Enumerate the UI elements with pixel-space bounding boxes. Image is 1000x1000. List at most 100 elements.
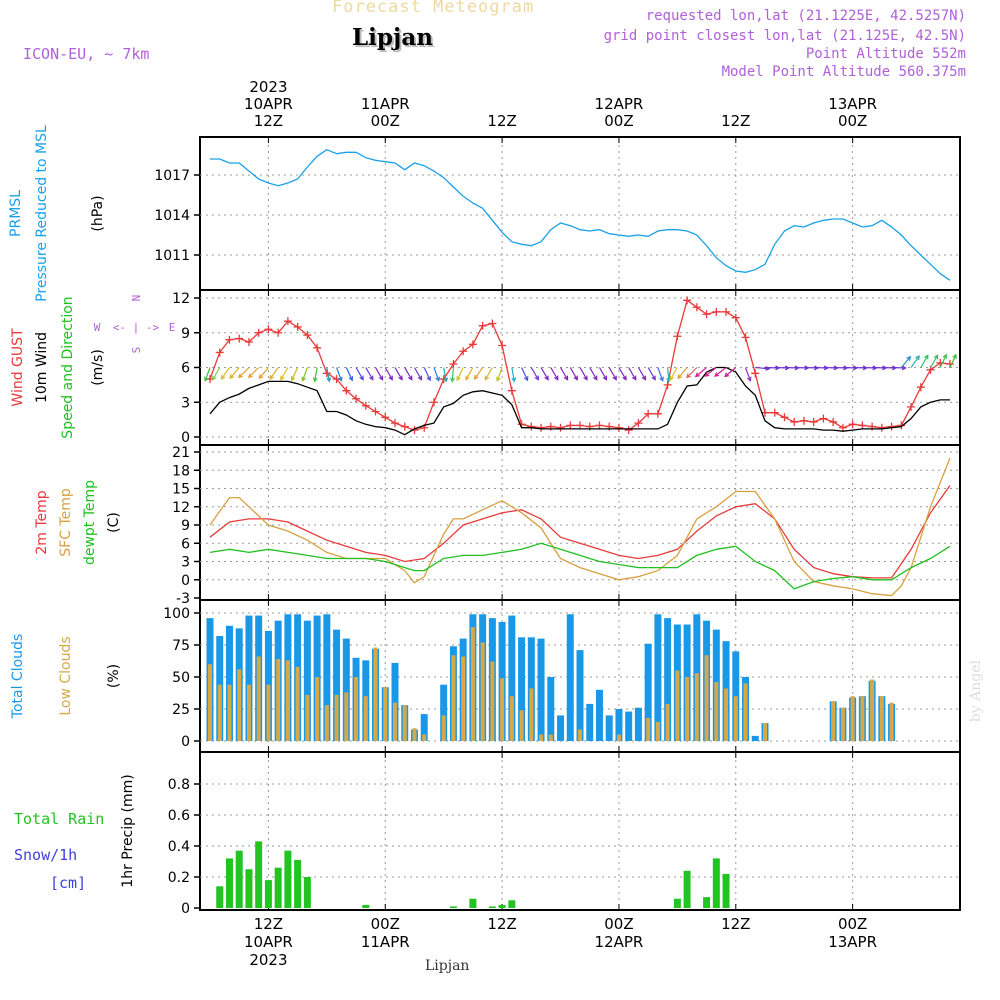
top-time-label: 00Z bbox=[371, 112, 400, 130]
wind-ytick-label: 9 bbox=[181, 326, 190, 342]
wind-direction-arrow bbox=[589, 367, 598, 380]
low_clouds-bar bbox=[324, 705, 329, 741]
gust-point bbox=[391, 419, 399, 428]
wind-direction-arrow bbox=[375, 367, 384, 380]
pressure-ytick-label: 1017 bbox=[154, 168, 190, 184]
low_clouds-bar bbox=[655, 721, 660, 741]
low_clouds-bar bbox=[733, 696, 738, 741]
temperature-ytick-label: 15 bbox=[172, 482, 190, 498]
gust-point bbox=[683, 296, 692, 305]
low_clouds-bar bbox=[295, 666, 300, 741]
wind-line bbox=[209, 366, 950, 436]
total_clouds-bar bbox=[537, 638, 545, 741]
wind-direction-arrowhead bbox=[456, 376, 461, 382]
bottom-time-label: 2023 bbox=[249, 951, 287, 969]
top-time-label: 13APR bbox=[828, 95, 877, 113]
bottom-time-label: 10APR bbox=[244, 933, 293, 951]
low_clouds-bar bbox=[305, 694, 310, 741]
rain-bar bbox=[284, 850, 292, 908]
wind-direction-arrowhead bbox=[359, 375, 364, 381]
precip-axis-label: 1hr Precip (mm) bbox=[120, 774, 136, 887]
pressure-line bbox=[210, 148, 951, 281]
total_clouds-bar bbox=[595, 689, 603, 741]
wind-direction-arrowhead bbox=[473, 374, 479, 380]
clouds-axis-label: (%) bbox=[106, 664, 122, 688]
wind-direction-arrowhead bbox=[686, 373, 691, 379]
rain-bar bbox=[488, 906, 496, 908]
gust-point bbox=[624, 426, 633, 435]
wind-direction-arrowhead bbox=[312, 377, 318, 383]
temp2m-line bbox=[209, 485, 951, 579]
wind-direction-arrowhead bbox=[563, 375, 569, 381]
rain-bar bbox=[722, 873, 730, 908]
wind-direction-arrow bbox=[465, 367, 474, 380]
wind-direction-arrowhead bbox=[398, 375, 403, 381]
wind-direction-arrow bbox=[560, 367, 569, 380]
wind-direction-arrow bbox=[677, 367, 688, 379]
total_clouds-bar bbox=[586, 703, 594, 741]
wind-direction-arrowhead bbox=[714, 372, 720, 377]
wind-direction-arrowhead bbox=[554, 375, 559, 381]
sfc-line bbox=[209, 457, 951, 597]
wind-direction-arrow bbox=[484, 367, 493, 380]
wind-direction-arrowhead bbox=[573, 375, 578, 381]
wind-axis-label: 10m Wind bbox=[34, 332, 50, 403]
wind-direction-arrowhead bbox=[204, 376, 209, 382]
location-title: Lipjan bbox=[352, 24, 433, 51]
wind-direction-arrowhead bbox=[426, 376, 431, 382]
precip-ytick-label: 0.6 bbox=[168, 808, 190, 824]
gust-point bbox=[829, 417, 838, 426]
wind-direction-arrowhead bbox=[435, 376, 440, 382]
gust-line bbox=[209, 299, 951, 431]
wind-axis-label: (m/s) bbox=[90, 349, 106, 386]
wind-direction-arrow bbox=[704, 367, 717, 377]
wind-direction-arrow bbox=[238, 367, 250, 378]
wind-direction-arrow bbox=[618, 367, 627, 380]
dewpt-line bbox=[209, 542, 951, 590]
temperature-ytick-label: 21 bbox=[172, 445, 190, 461]
chart-title: Forecast Meteogram bbox=[332, 0, 535, 17]
gust-point bbox=[527, 422, 536, 431]
wind-direction-arrow bbox=[628, 367, 637, 380]
low_clouds-bar bbox=[539, 734, 544, 741]
wind-direction-arrow bbox=[949, 354, 957, 368]
temperature-axis-label: SFC Temp bbox=[58, 488, 74, 557]
total_clouds-bar bbox=[654, 614, 662, 741]
gust-point bbox=[799, 416, 808, 425]
gust-point bbox=[790, 417, 799, 426]
wind-direction-arrowhead bbox=[212, 375, 217, 381]
gust-point bbox=[780, 413, 789, 422]
rain-bar bbox=[498, 904, 506, 908]
low_clouds-bar bbox=[879, 696, 884, 741]
gust-point bbox=[361, 401, 370, 410]
total_clouds-bar bbox=[333, 629, 341, 741]
rain-bar bbox=[264, 880, 272, 908]
wind-direction-arrowhead bbox=[534, 375, 539, 381]
gust-point bbox=[352, 394, 361, 403]
low_clouds-bar bbox=[461, 656, 466, 741]
footer-location: Lipjan bbox=[425, 958, 470, 974]
wind-ytick-label: 0 bbox=[181, 430, 190, 446]
rain-bar bbox=[683, 870, 691, 908]
rain-bar bbox=[274, 867, 282, 908]
rain-bar bbox=[362, 904, 370, 908]
low_clouds-bar bbox=[422, 734, 427, 741]
temperature-ytick-label: 12 bbox=[172, 500, 190, 516]
low_clouds-bar bbox=[831, 701, 836, 741]
wind-direction-arrowhead bbox=[523, 376, 529, 382]
low_clouds-bar bbox=[500, 678, 505, 741]
wind-direction-arrowhead bbox=[724, 372, 730, 378]
precip-ytick-label: 0 bbox=[181, 901, 190, 917]
temperature-ytick-label: 3 bbox=[181, 555, 190, 571]
wind-direction-arrowhead bbox=[602, 375, 608, 381]
wind-direction-arrowhead bbox=[450, 377, 455, 383]
precip-ytick-label: 0.4 bbox=[168, 839, 190, 855]
wind-direction-arrow bbox=[579, 367, 588, 380]
low_clouds-bar bbox=[616, 734, 621, 741]
rain-bar bbox=[245, 869, 253, 908]
wind-direction-arrow bbox=[550, 367, 559, 380]
rain-bar bbox=[703, 897, 711, 908]
low_clouds-bar bbox=[840, 707, 845, 741]
gust-point bbox=[342, 386, 351, 395]
wind-direction-arrow bbox=[404, 367, 413, 380]
